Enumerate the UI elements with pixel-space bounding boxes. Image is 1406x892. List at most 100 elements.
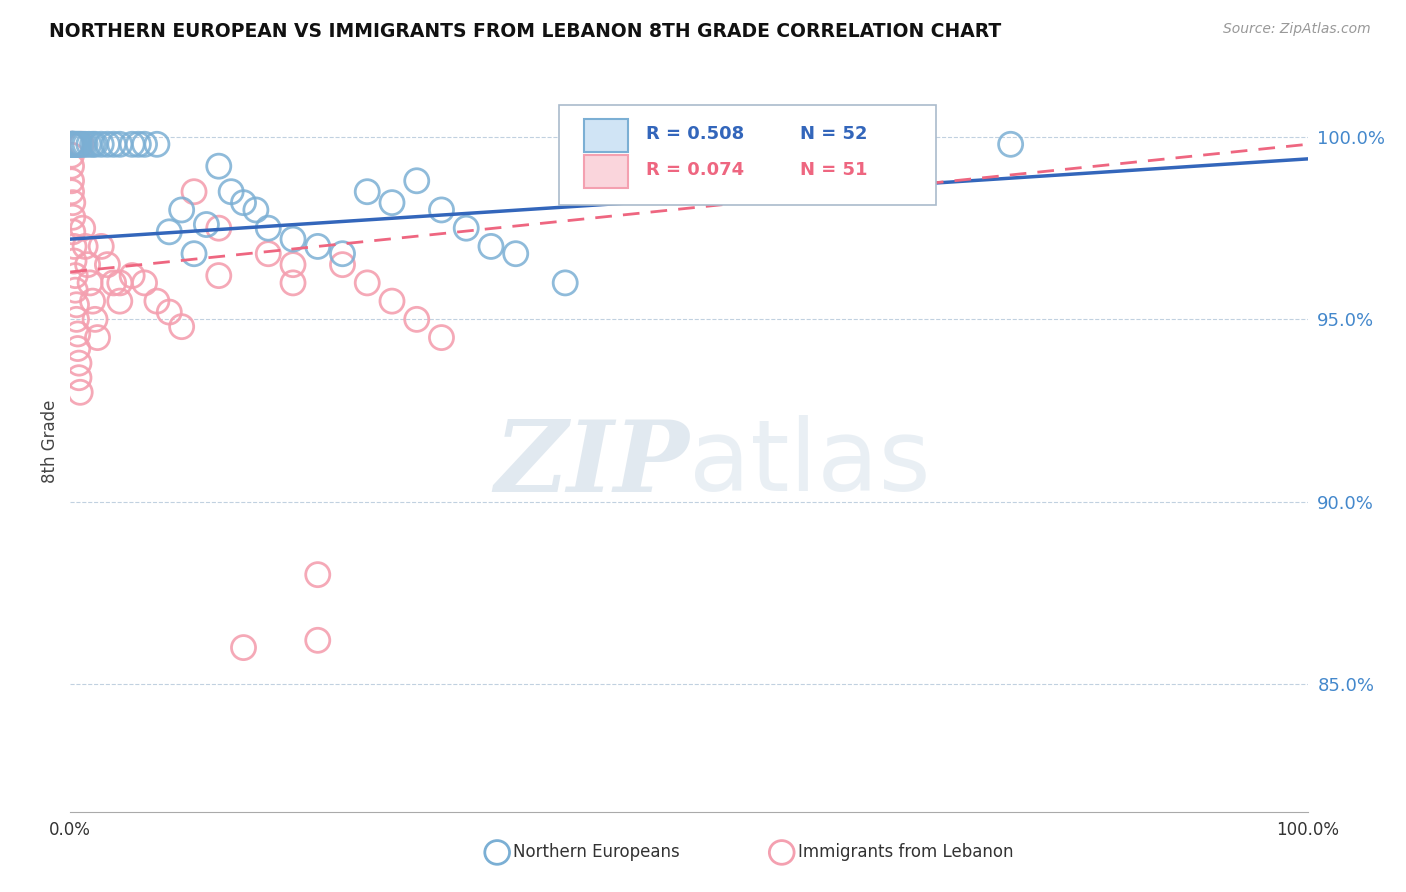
Point <box>63 137 86 152</box>
Point <box>479 239 502 253</box>
Point <box>146 294 169 309</box>
Point <box>69 137 91 152</box>
Point <box>60 185 83 199</box>
Point <box>281 258 304 272</box>
Point <box>195 218 218 232</box>
Point <box>65 298 87 312</box>
Point <box>103 137 125 152</box>
Point <box>456 221 478 235</box>
Point <box>356 276 378 290</box>
Point <box>90 239 112 253</box>
Point <box>281 276 304 290</box>
Point <box>82 294 104 309</box>
Point <box>332 258 354 272</box>
Point <box>67 356 90 370</box>
Point <box>75 239 97 253</box>
Point <box>108 276 131 290</box>
Point <box>63 239 86 253</box>
Point <box>257 246 280 260</box>
Point <box>232 195 254 210</box>
Point <box>127 137 149 152</box>
Point <box>65 137 87 152</box>
Point <box>65 283 87 297</box>
Point <box>381 294 404 309</box>
FancyBboxPatch shape <box>583 155 628 187</box>
Point <box>603 137 626 152</box>
Point <box>245 202 267 217</box>
Point <box>60 137 83 152</box>
Text: Northern Europeans: Northern Europeans <box>513 844 681 862</box>
Point <box>108 137 131 152</box>
Point <box>82 137 104 152</box>
Point <box>66 326 89 341</box>
Point <box>79 276 101 290</box>
Point <box>77 137 100 152</box>
Point <box>75 137 97 152</box>
Point <box>66 137 89 152</box>
Point <box>332 246 354 260</box>
Point <box>652 137 675 152</box>
Point <box>146 137 169 152</box>
Point <box>134 137 156 152</box>
Point <box>86 330 108 344</box>
Point <box>430 202 453 217</box>
Point <box>876 137 898 152</box>
Point <box>60 159 83 173</box>
Text: ZIP: ZIP <box>494 416 689 512</box>
Point <box>183 185 205 199</box>
Point <box>405 174 427 188</box>
Point <box>76 258 98 272</box>
Point <box>121 137 143 152</box>
Text: R = 0.074: R = 0.074 <box>645 161 744 178</box>
Point <box>63 137 86 152</box>
Point <box>60 148 83 162</box>
Point <box>63 254 86 268</box>
Point <box>157 305 180 319</box>
Point <box>96 137 118 152</box>
Point <box>219 185 242 199</box>
FancyBboxPatch shape <box>583 120 628 152</box>
Point <box>505 246 527 260</box>
Point <box>430 330 453 344</box>
Point <box>579 137 602 152</box>
Point <box>72 221 94 235</box>
Point <box>554 276 576 290</box>
Point <box>62 225 84 239</box>
Point <box>96 258 118 272</box>
Point <box>60 137 83 152</box>
Text: R = 0.508: R = 0.508 <box>645 125 744 144</box>
Point <box>208 268 231 283</box>
Point <box>62 137 84 152</box>
Point <box>72 137 94 152</box>
Point <box>65 312 87 326</box>
Point <box>208 221 231 235</box>
Point <box>356 185 378 199</box>
Point <box>67 370 90 384</box>
Point <box>1000 137 1022 152</box>
Text: NORTHERN EUROPEAN VS IMMIGRANTS FROM LEBANON 8TH GRADE CORRELATION CHART: NORTHERN EUROPEAN VS IMMIGRANTS FROM LEB… <box>49 22 1001 41</box>
Text: N = 52: N = 52 <box>800 125 868 144</box>
Point <box>170 319 193 334</box>
Point <box>70 137 93 152</box>
Point <box>84 312 107 326</box>
Point <box>134 276 156 290</box>
Text: Source: ZipAtlas.com: Source: ZipAtlas.com <box>1223 22 1371 37</box>
Point <box>67 137 90 152</box>
Point <box>62 137 84 152</box>
Point <box>65 137 87 152</box>
Point <box>60 174 83 188</box>
Point <box>84 137 107 152</box>
Point <box>60 137 83 152</box>
Point <box>65 268 87 283</box>
Point <box>281 232 304 246</box>
Point <box>307 567 329 582</box>
Point <box>69 385 91 400</box>
Point <box>257 221 280 235</box>
Point <box>170 202 193 217</box>
Point <box>208 159 231 173</box>
Point <box>62 195 84 210</box>
Point <box>157 225 180 239</box>
Point <box>60 137 83 152</box>
Point <box>183 246 205 260</box>
Point <box>307 633 329 648</box>
